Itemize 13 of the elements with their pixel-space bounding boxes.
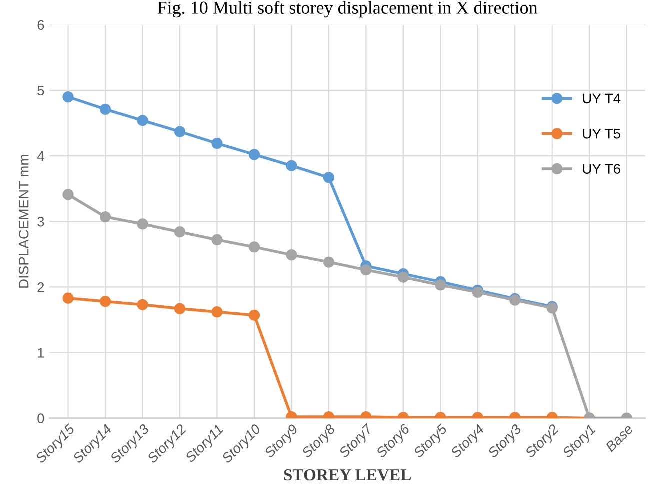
- y-tick-label: 2: [38, 282, 44, 292]
- y-tick-label: 1: [38, 348, 44, 358]
- y-axis-title: DISPLACEMENT mm: [18, 155, 29, 288]
- legend-label: UY T6: [583, 164, 620, 174]
- y-tick-label: 3: [38, 216, 44, 227]
- legend-label: UY T4: [583, 94, 621, 104]
- x-axis-title: STOREY LEVEL: [284, 469, 411, 481]
- y-tick-label: 6: [38, 20, 44, 30]
- chart-title: Fig. 10 Multi soft storey displacement in X direction: [158, 1, 538, 18]
- legend-label: UY T5: [583, 129, 620, 139]
- y-tick-label: 4: [37, 152, 44, 162]
- y-tick-label: 5: [38, 86, 44, 96]
- y-tick-label: 0: [38, 414, 44, 424]
